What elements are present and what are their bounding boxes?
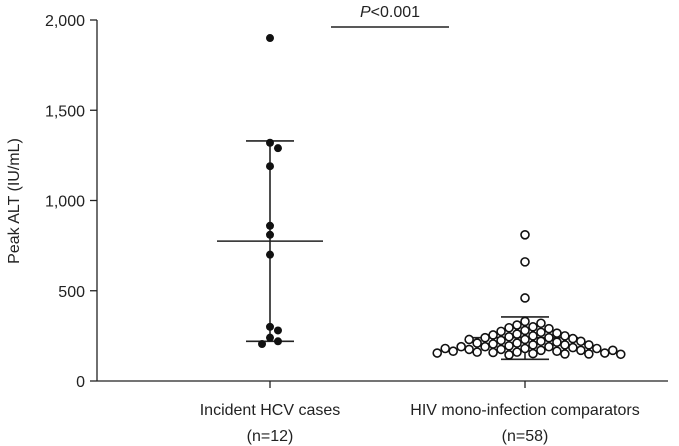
data-point: [480, 341, 490, 352]
significance-annotation: P<0.001: [331, 4, 449, 28]
data-point: [520, 343, 530, 354]
data-point: [464, 334, 474, 345]
data-point: [552, 346, 562, 357]
data-point: [512, 320, 522, 330]
data-point: [266, 162, 274, 171]
y-axis-title: Peak ALT (IU/mL): [6, 138, 23, 264]
data-point: [560, 331, 570, 341]
data-point: [512, 329, 522, 339]
data-point: [440, 343, 451, 354]
data-point: [592, 343, 602, 354]
data-point: [504, 350, 514, 360]
data-point: [568, 333, 578, 344]
data-point: [520, 257, 530, 267]
data-point: [496, 335, 506, 346]
data-point: [536, 318, 546, 329]
data-point: [520, 316, 530, 327]
data-point: [528, 322, 538, 332]
data-point: [512, 347, 522, 357]
data-point: [504, 331, 514, 342]
data-point: [520, 325, 530, 336]
x-category-label: HIV mono-infection comparators: [410, 402, 639, 419]
data-point: [520, 334, 530, 345]
data-point: [464, 344, 474, 355]
data-point: [536, 327, 546, 338]
data-point: [552, 328, 562, 338]
data-point: [488, 347, 498, 358]
x-category-count: (n=58): [502, 428, 549, 445]
data-groups: [217, 34, 626, 361]
x-axis: Incident HCV cases (n=12) HIV mono-infecti…: [97, 380, 668, 445]
data-point: [258, 339, 267, 348]
data-point: [520, 229, 530, 240]
data-point: [528, 331, 538, 341]
data-point: [266, 34, 274, 43]
data-point: [496, 326, 506, 337]
x-category-count: (n=12): [247, 428, 294, 445]
data-point: [273, 326, 282, 335]
data-point: [448, 346, 458, 357]
data-point: [615, 349, 626, 360]
data-point: [266, 333, 274, 342]
data-point: [496, 344, 506, 355]
data-point: [584, 349, 594, 359]
x-category-label: Incident HCV cases: [200, 402, 341, 419]
group-1: [432, 229, 626, 361]
data-point: [266, 221, 274, 230]
data-point: [584, 340, 594, 350]
data-point: [599, 348, 610, 358]
y-tick-label: 1,500: [45, 103, 85, 120]
data-point: [536, 345, 546, 356]
data-point: [480, 332, 490, 343]
data-point: [528, 348, 538, 359]
data-point: [544, 332, 554, 343]
data-point: [266, 138, 274, 147]
data-point: [472, 338, 482, 348]
group-0: [217, 34, 323, 348]
data-point: [552, 337, 562, 347]
data-point: [528, 340, 538, 350]
data-point: [568, 342, 578, 353]
data-point: [536, 336, 546, 347]
data-point: [504, 322, 514, 333]
data-point: [488, 330, 498, 340]
p-value-symbol: P: [360, 4, 371, 21]
p-value-text: <0.001: [371, 4, 420, 21]
y-axis: 0 500 1,000 1,500 2,000: [45, 13, 98, 391]
data-point: [544, 341, 554, 352]
data-point: [560, 349, 570, 359]
y-tick-label: 2,000: [45, 13, 85, 30]
data-point: [456, 341, 466, 352]
data-point: [520, 293, 530, 303]
data-point: [504, 341, 514, 351]
data-point: [266, 230, 274, 239]
data-point: [560, 340, 570, 350]
data-point: [607, 345, 618, 356]
data-point: [512, 338, 522, 348]
p-value-label: P<0.001: [360, 4, 420, 21]
y-tick-label: 1,000: [45, 194, 85, 211]
data-point: [544, 323, 554, 334]
data-point: [273, 337, 282, 346]
data-point: [266, 250, 274, 259]
data-point: [273, 144, 282, 153]
data-point: [576, 336, 586, 347]
data-point: [266, 322, 274, 331]
y-tick-label: 500: [58, 284, 85, 301]
data-point: [472, 347, 482, 357]
y-tick-label: 0: [76, 374, 85, 391]
data-point: [576, 345, 586, 356]
data-point: [432, 348, 443, 358]
data-point: [488, 339, 498, 349]
